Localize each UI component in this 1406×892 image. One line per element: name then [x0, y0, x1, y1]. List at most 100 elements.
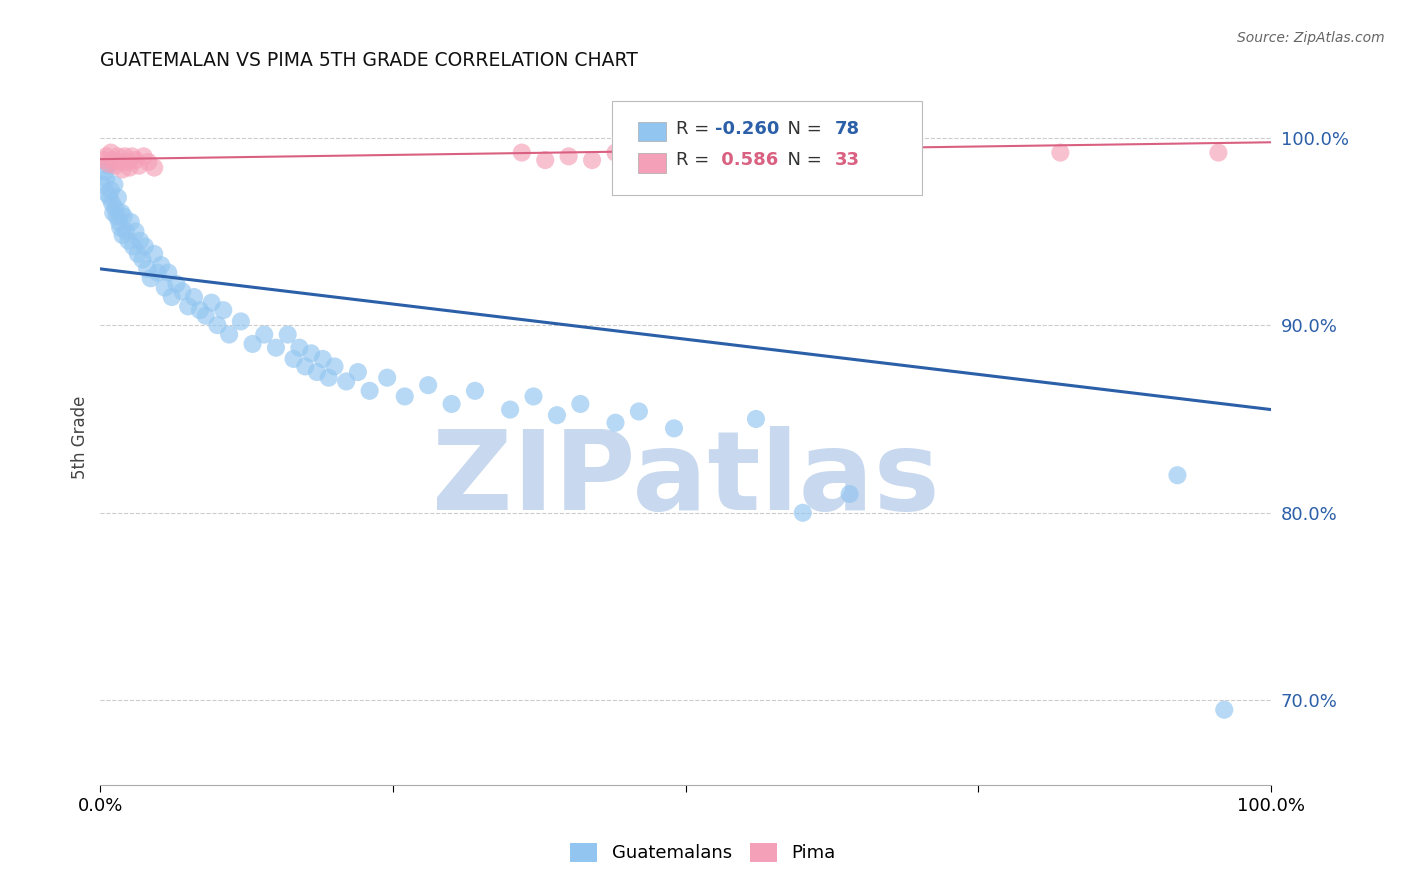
Point [264, 341, 287, 355]
Point [138, 155, 160, 169]
Point [111, 228, 134, 243]
Point [1208, 145, 1230, 160]
Point [118, 161, 141, 175]
Text: 0.586: 0.586 [716, 151, 779, 169]
Text: R =: R = [676, 120, 716, 138]
Point [120, 215, 142, 229]
Text: 33: 33 [834, 151, 859, 169]
Point [838, 487, 860, 501]
Point [207, 318, 229, 333]
Point [132, 149, 155, 163]
Point [792, 506, 814, 520]
Point [569, 397, 592, 411]
Text: N =: N = [776, 120, 827, 138]
Point [305, 365, 328, 379]
Point [146, 266, 169, 280]
Point [581, 153, 603, 167]
Point [172, 285, 194, 299]
Point [546, 408, 568, 422]
Point [117, 234, 139, 248]
Point [103, 178, 125, 192]
Point [103, 205, 125, 219]
Point [100, 145, 122, 160]
Point [651, 149, 673, 163]
Point [124, 224, 146, 238]
Point [143, 161, 166, 175]
Point [97, 159, 120, 173]
Point [1049, 145, 1071, 160]
Point [121, 149, 143, 163]
Point [522, 389, 544, 403]
Point [165, 277, 187, 291]
Point [277, 327, 299, 342]
FancyBboxPatch shape [638, 122, 666, 141]
Point [127, 247, 149, 261]
Point [96, 172, 118, 186]
Point [103, 153, 125, 167]
Text: 78: 78 [834, 120, 859, 138]
Point [312, 351, 335, 366]
Point [177, 300, 200, 314]
Point [117, 155, 139, 169]
Point [91, 178, 114, 192]
Point [721, 149, 744, 163]
Point [115, 224, 138, 238]
Text: ZIPatlas: ZIPatlas [432, 425, 939, 533]
Point [697, 153, 720, 167]
Point [440, 397, 463, 411]
Point [242, 337, 264, 351]
Point [108, 215, 131, 229]
Point [150, 258, 173, 272]
Point [188, 303, 211, 318]
Text: N =: N = [776, 151, 827, 169]
Point [510, 145, 533, 160]
Point [134, 239, 156, 253]
Point [212, 303, 235, 318]
Point [815, 149, 838, 163]
Point [605, 416, 627, 430]
Point [323, 359, 346, 374]
Point [768, 159, 790, 173]
Point [283, 351, 305, 366]
Point [104, 202, 127, 216]
Point [347, 365, 370, 379]
Point [318, 370, 340, 384]
Point [534, 153, 557, 167]
Point [104, 159, 127, 173]
Point [157, 266, 180, 280]
Point [183, 290, 205, 304]
Point [110, 220, 132, 235]
Point [110, 155, 132, 169]
Point [229, 314, 252, 328]
Y-axis label: 5th Grade: 5th Grade [72, 396, 89, 479]
Point [98, 191, 121, 205]
Point [605, 145, 627, 160]
Point [299, 346, 322, 360]
Point [139, 271, 162, 285]
Point [107, 191, 129, 205]
Point [110, 205, 132, 219]
Point [124, 153, 146, 167]
Point [499, 402, 522, 417]
Point [160, 290, 183, 304]
Point [194, 309, 217, 323]
Text: R =: R = [676, 151, 716, 169]
Point [464, 384, 486, 398]
Point [111, 162, 134, 177]
Point [128, 159, 150, 173]
Point [1213, 703, 1236, 717]
Point [101, 196, 124, 211]
Point [131, 252, 153, 267]
Point [745, 412, 768, 426]
Point [153, 280, 176, 294]
Point [745, 153, 768, 167]
Point [218, 327, 240, 342]
Point [288, 341, 311, 355]
Point [122, 239, 145, 253]
Point [557, 149, 579, 163]
Point [662, 421, 685, 435]
Point [627, 404, 650, 418]
Point [114, 149, 136, 163]
Point [112, 210, 135, 224]
Point [96, 186, 118, 201]
